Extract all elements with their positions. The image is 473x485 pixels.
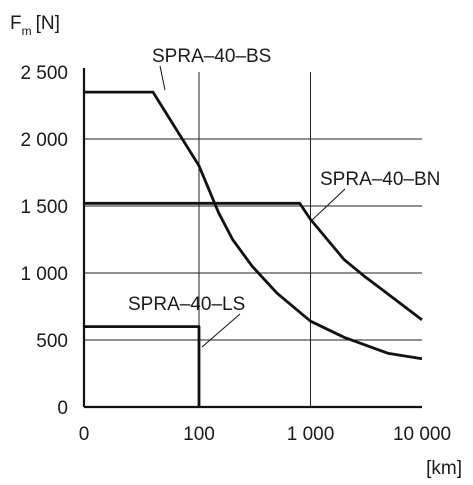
y-tick-label: 1 500 — [20, 197, 68, 218]
x-tick-label: 10 000 — [393, 424, 451, 445]
x-tick-label: 1 000 — [287, 424, 335, 445]
series-line-bn — [84, 201, 423, 322]
series-label-ls: SPRA–40–LS — [128, 294, 245, 315]
leader-line — [159, 65, 166, 91]
y-axis-label: Fm [N] — [10, 13, 60, 38]
series-line-ls — [84, 325, 201, 407]
grid — [84, 72, 422, 407]
x-axis-label: [km] — [426, 458, 462, 479]
y-tick-label: 1 000 — [20, 264, 68, 285]
series-label-bs: SPRA–40–BS — [152, 46, 271, 67]
y-tick-label: 2 000 — [20, 130, 68, 151]
leader-line — [201, 313, 241, 348]
leader-line — [309, 188, 346, 223]
labels: 0 500 1 000 1 500 2 000 2 500 0 100 1 000 10 000 F… — [10, 13, 462, 479]
x-tick-label: 100 — [183, 424, 215, 445]
series-lines — [84, 90, 423, 407]
axes — [82, 68, 422, 409]
y-tick-label: 0 — [57, 398, 68, 419]
series-line-bs — [84, 90, 423, 361]
y-tick-label: 2 500 — [20, 63, 68, 84]
x-tick-label: 0 — [79, 424, 90, 445]
series-label-bn: SPRA–40–BN — [320, 169, 440, 190]
y-tick-label: 500 — [36, 331, 68, 352]
